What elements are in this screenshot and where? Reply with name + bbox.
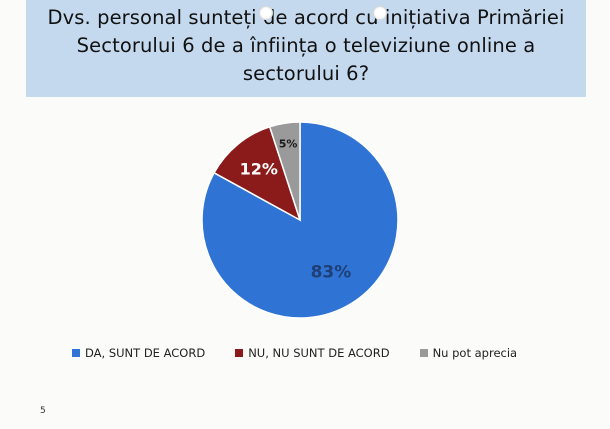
chart-title-line-1: Dvs. personal sunteți de acord cu iniția… [47,6,565,29]
legend-swatch-nu [235,349,244,357]
legend-swatch-nu-pot [419,349,428,357]
legend-item-nu-pot: Nu pot aprecia [419,346,518,360]
legend-label-nu-pot: Nu pot aprecia [432,346,518,360]
pie-label-nu-pot: 5% [279,138,298,151]
chart-title-line-2: Sectorului 6 de a înființa o televiziune… [76,34,536,57]
punch-hole-left [259,6,273,20]
pie-slice-nu-pot [268,121,301,221]
pie-label-da: 83% [311,262,352,282]
legend-item-da: DA, SUNT DE ACORD [72,346,205,360]
chart-title-line-3: sectorului 6? [242,62,370,85]
punch-hole-right [373,6,387,20]
pie-label-nu: 12% [240,160,278,179]
page-number: 5 [40,406,46,416]
pie-slice-da [201,121,399,319]
legend-swatch-da [72,349,80,357]
chart-legend: DA, SUNT DE ACORD NU, NU SUNT DE ACORD N… [72,346,517,360]
legend-label-da: DA, SUNT DE ACORD [85,346,206,360]
pie-slice-nu [213,125,302,222]
legend-label-nu: NU, NU SUNT DE ACORD [248,346,390,360]
title-banner: Dvs. personal sunteți de acord cu iniția… [26,0,586,97]
legend-item-nu: NU, NU SUNT DE ACORD [235,346,390,360]
